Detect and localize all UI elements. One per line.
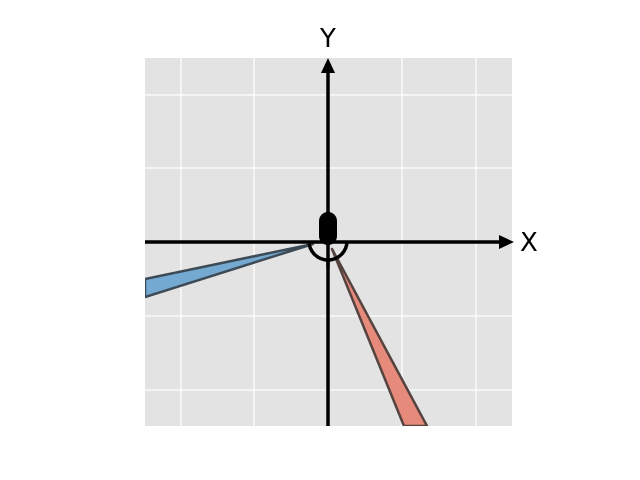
- red-wedge: [330, 247, 429, 426]
- origin-marker: [307, 212, 349, 268]
- y-axis-arrowhead: [321, 58, 335, 73]
- marker-capsule: [319, 212, 337, 245]
- x-axis-label: X: [520, 228, 538, 258]
- x-axis-arrowhead: [499, 235, 514, 249]
- y-axis-label: Y: [319, 24, 336, 54]
- blue-wedge: [145, 242, 315, 299]
